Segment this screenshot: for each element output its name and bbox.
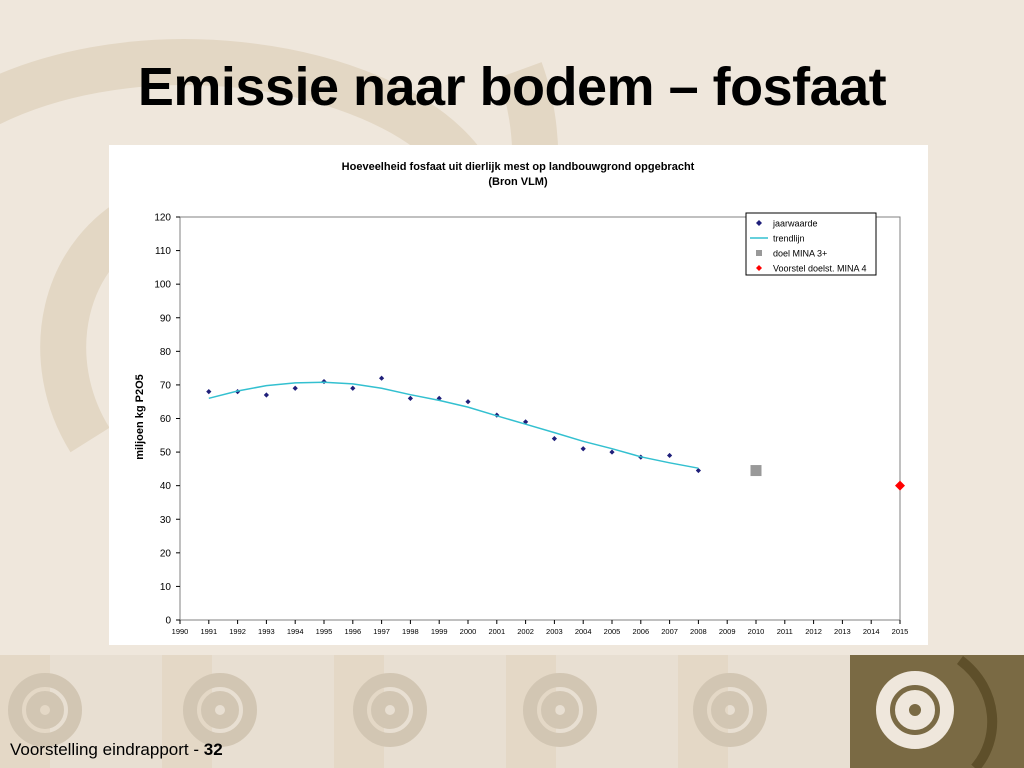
point-jaarwaarde [263,392,269,398]
chart-title: Hoeveelheid fosfaat uit dierlijk mest op… [342,161,695,173]
point-jaarwaarde [465,399,471,405]
x-tick-label: 2012 [805,627,822,636]
y-tick-label: 50 [160,448,172,459]
x-tick-label: 2008 [690,627,707,636]
y-tick-label: 40 [160,481,172,492]
y-tick-label: 90 [160,313,172,324]
point-jaarwaarde [695,467,701,474]
x-tick-label: 2015 [892,627,909,636]
y-tick-label: 120 [154,213,171,224]
legend-label: Voorstel doelst. MINA 4 [773,264,867,274]
x-tick-label: 1996 [344,627,361,636]
footer-text: Voorstelling eindrapport - [10,740,204,759]
y-tick-label: 60 [160,414,172,425]
point-jaarwaarde [379,375,385,381]
legend-label: doel MINA 3+ [773,249,827,259]
chart-legend: jaarwaarde trendlijn doel MINA 3+ Voorstel … [745,212,877,276]
slide-footer: Voorstelling eindrapport - 32 [10,740,223,760]
x-tick-label: 1994 [287,627,304,636]
chart-axes: 0 10 20 30 40 50 60 70 80 90 100 110 120 1990 1991 1992… [154,213,908,637]
chart-marks [206,375,905,491]
y-tick-label: 80 [160,347,172,358]
point-jaarwaarde [350,385,356,391]
x-tick-label: 1991 [200,627,217,636]
x-tick-label: 1997 [373,627,390,636]
y-tick-label: 20 [160,548,172,559]
fosfaat-chart: Hoeveelheid fosfaat uit dierlijk mest op… [134,161,908,637]
point-jaarwaarde [407,395,413,401]
point-jaarwaarde [206,389,212,395]
y-tick-label: 100 [154,280,171,291]
slide-title: Emissie naar bodem – fosfaat [137,57,887,117]
chart-panel: Hoeveelheid fosfaat uit dierlijk mest op… [109,145,928,645]
x-tick-label: 2006 [632,627,649,636]
point-jaarwaarde [580,446,586,452]
x-tick-label: 1999 [431,627,448,636]
legend-box [745,212,877,276]
footer-page-number: 32 [203,740,223,759]
x-tick-label: 1995 [316,627,333,636]
point-jaarwaarde [292,385,298,391]
x-tick-label: 1998 [402,627,419,636]
x-tick-label: 2014 [863,627,880,636]
x-tick-label: 2013 [834,627,851,636]
x-tick-label: 2002 [517,627,534,636]
swirl-tile-band [0,655,1024,768]
y-tick-label: 0 [165,616,171,627]
x-tick-label: 2004 [575,627,592,636]
x-tick-label: 2001 [488,627,505,636]
x-tick-label: 2010 [748,627,765,636]
y-tick-label: 110 [155,246,171,257]
point-doel-mina3 [750,465,762,477]
y-tick-label: 70 [160,380,172,391]
legend-swatch-diamond [756,265,762,271]
chart-subtitle: (Bron VLM) [488,176,548,188]
plot-area-frame [179,216,901,621]
y-tick-label: 10 [160,582,172,593]
legend-swatch-square [756,250,762,256]
x-tick-label: 2005 [604,627,621,636]
x-tick-label: 2007 [661,627,678,636]
x-tick-label: 1990 [172,627,189,636]
y-axis-label: miljoen kg P2O5 [134,374,146,460]
point-jaarwaarde [609,449,615,455]
legend-label: trendlijn [773,234,805,244]
point-jaarwaarde [667,452,673,459]
point-voorstel-mina4 [895,480,905,491]
x-tick-label: 2011 [777,627,793,636]
series-line-trendlijn [208,381,699,469]
legend-swatch-diamond [756,220,762,226]
x-tick-label: 1992 [229,627,246,636]
y-tick-label: 30 [160,515,172,526]
legend-label: jaarwaarde [772,219,818,229]
x-tick-label: 1993 [258,627,275,636]
point-jaarwaarde [551,436,557,442]
x-tick-label: 2000 [460,627,477,636]
x-tick-label: 2009 [719,627,736,636]
x-tick-label: 2003 [546,627,563,636]
